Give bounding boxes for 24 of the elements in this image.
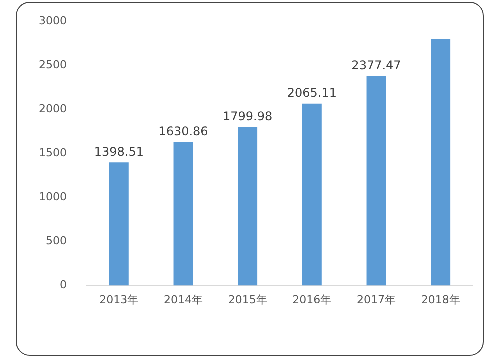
data-label: 2065.11: [287, 86, 337, 100]
y-tick-label: 2000: [38, 102, 67, 116]
data-label: 2377.47: [352, 58, 402, 73]
bar: [109, 162, 129, 286]
x-tick-label: 2014年: [164, 293, 203, 306]
bar: [174, 142, 194, 286]
x-tick-label: 2015年: [228, 293, 268, 306]
y-tick-label: 3000: [38, 14, 67, 28]
data-label: 1398.51: [94, 144, 144, 159]
bar: [366, 76, 386, 286]
y-tick-label: 1500: [38, 146, 67, 160]
bar: [431, 39, 451, 286]
y-tick-label: 2500: [38, 58, 67, 72]
x-tick-label: 2016年: [292, 293, 332, 306]
y-tick-label: 0: [60, 278, 67, 292]
y-tick-label: 500: [46, 234, 67, 248]
y-tick-label: 1000: [38, 190, 67, 204]
data-label: 1630.86: [158, 124, 208, 138]
x-tick-label: 2018年: [421, 293, 460, 306]
x-tick-label: 2013年: [100, 293, 139, 306]
bar: [238, 127, 258, 286]
x-tick-label: 2017年: [357, 293, 396, 306]
data-label: 1799.98: [223, 109, 273, 124]
bar: [302, 104, 322, 286]
